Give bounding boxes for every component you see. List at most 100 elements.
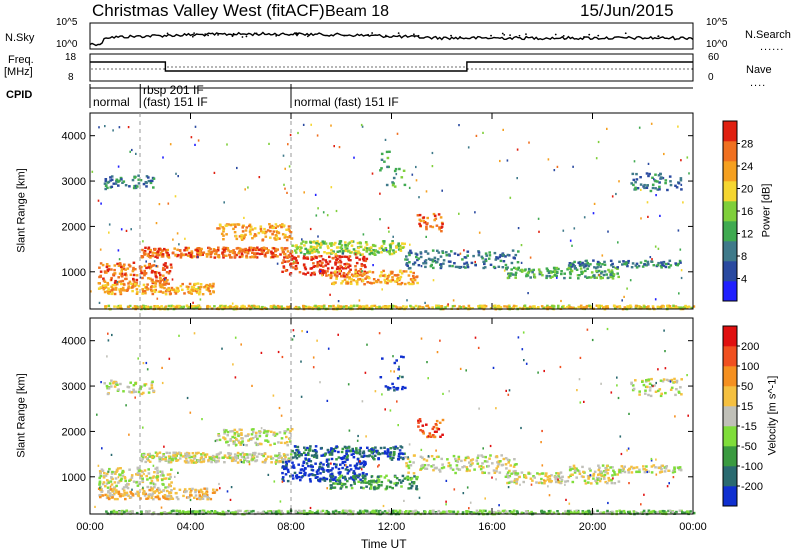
heatmap-cell [267, 249, 270, 252]
heatmap-cell [198, 460, 202, 463]
heatmap-cell [449, 464, 452, 467]
heatmap-cell [184, 237, 186, 240]
heatmap-cell [669, 388, 673, 391]
heatmap-cell [259, 227, 263, 231]
heatmap-cell [635, 470, 639, 473]
heatmap-cell [222, 254, 225, 257]
heatmap-cell [242, 461, 245, 464]
heatmap-cell [167, 461, 171, 464]
heatmap-cell [110, 289, 113, 292]
heatmap-cell [151, 269, 154, 273]
heatmap-cell [389, 452, 392, 455]
heatmap-cell [309, 480, 312, 483]
heatmap-cell [412, 276, 416, 279]
heatmap-cell [606, 481, 609, 485]
heatmap-cell [373, 253, 377, 256]
heatmap-cell [682, 201, 684, 204]
heatmap-cell [249, 225, 253, 228]
heatmap-cell [232, 227, 235, 231]
heatmap-cell [343, 278, 347, 281]
heatmap-cell [190, 489, 193, 492]
heatmap-cell [540, 509, 544, 513]
heatmap-cell [117, 184, 120, 187]
heatmap-cell [380, 251, 383, 254]
heatmap-cell [124, 479, 127, 483]
heatmap-cell [445, 510, 448, 513]
heatmap-cell [447, 464, 450, 468]
heatmap-cell [498, 511, 502, 515]
heatmap-cell [449, 510, 453, 513]
heatmap-cell [178, 249, 182, 252]
heatmap-cell [141, 248, 144, 252]
heatmap-cell [348, 264, 352, 267]
heatmap-cell [115, 470, 118, 473]
heatmap-cell [283, 430, 286, 433]
heatmap-cell [112, 382, 115, 385]
heatmap-cell [433, 259, 437, 263]
heatmap-cell [174, 510, 177, 513]
heatmap-cell [680, 159, 682, 162]
heatmap-cell [506, 276, 510, 280]
heatmap-cell [282, 224, 286, 227]
heatmap-cell [281, 248, 284, 251]
heatmap-cell [378, 275, 382, 278]
heatmap-cell [499, 460, 502, 463]
heatmap-cell [236, 451, 240, 455]
heatmap-cell [175, 496, 179, 499]
heatmap-cell [148, 509, 151, 513]
heatmap-cell [477, 254, 481, 257]
heatmap-cell [194, 494, 198, 497]
heatmap-cell [110, 175, 114, 178]
heatmap-cell [384, 281, 388, 285]
heatmap-cell [241, 234, 245, 237]
heatmap-cell [416, 258, 419, 262]
heatmap-cell [417, 264, 421, 267]
heatmap-cell [293, 249, 297, 252]
heatmap-cell [189, 491, 192, 494]
heatmap-cell [495, 256, 498, 259]
heatmap-cell [635, 466, 639, 469]
heatmap-cell [449, 260, 452, 263]
heatmap-cell [122, 180, 126, 183]
heatmap-cell [388, 273, 391, 277]
nave-dot [535, 68, 537, 70]
heatmap-cell [325, 252, 329, 255]
heatmap-cell [480, 255, 484, 258]
heatmap-cell [223, 430, 227, 433]
heatmap-cell [164, 456, 167, 459]
heatmap-cell [431, 306, 434, 309]
nave-dot [171, 66, 173, 68]
heatmap-cell [99, 286, 103, 289]
heatmap-cell [310, 454, 314, 457]
heatmap-cell [222, 436, 225, 439]
heatmap-cell [235, 237, 239, 241]
heatmap-cell [335, 445, 338, 448]
heatmap-cell [294, 455, 297, 458]
heatmap-cell [580, 307, 583, 310]
heatmap-cell [240, 238, 244, 241]
heatmap-cell [150, 384, 154, 387]
heatmap-cell [191, 459, 195, 462]
heatmap-cell [335, 271, 339, 274]
heatmap-cell [319, 271, 322, 275]
heatmap-cell [447, 253, 451, 256]
heatmap-cell [195, 305, 198, 308]
heatmap-cell [217, 306, 221, 309]
heatmap-cell [154, 282, 158, 285]
heatmap-cell [315, 454, 319, 457]
heatmap-cell [106, 290, 109, 293]
heatmap-cell [568, 468, 572, 472]
heatmap-cell [115, 491, 118, 494]
heatmap-cell [258, 434, 262, 438]
heatmap-cell [408, 261, 411, 264]
heatmap-cell [378, 247, 382, 250]
heatmap-cell [344, 265, 347, 268]
heatmap-cell [349, 280, 353, 284]
heatmap-cell [184, 461, 188, 464]
heatmap-cell [516, 261, 520, 264]
heatmap-cell [127, 494, 130, 497]
heatmap-cell [320, 306, 323, 309]
heatmap-cell [103, 286, 106, 289]
heatmap-cell [392, 446, 395, 449]
heatmap-cell [354, 477, 358, 481]
